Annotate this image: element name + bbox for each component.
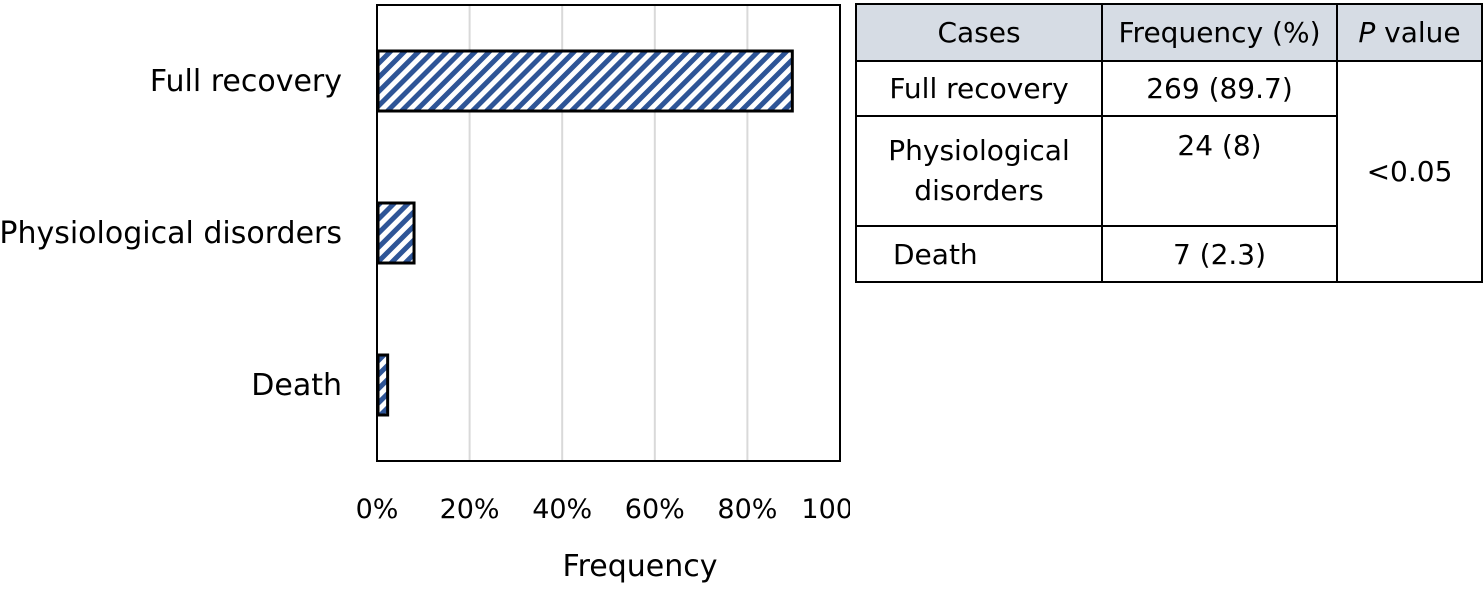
bar — [376, 353, 390, 417]
case-cell: Death — [855, 225, 1103, 283]
category-label: Full recovery — [150, 64, 342, 99]
bar — [376, 49, 794, 113]
table-row: Physiological disorders 24 (8) — [855, 115, 1482, 227]
x-tick-label: 60% — [625, 494, 685, 525]
frequency-cell: 269 (89.7) — [1101, 60, 1338, 117]
header-p-letter: P — [1358, 16, 1376, 49]
x-axis-title: Frequency — [563, 549, 718, 584]
bar — [376, 201, 416, 265]
header-p-value: P value — [1336, 3, 1483, 62]
table-row: Full recovery 269 (89.7) <0.05 — [855, 60, 1483, 283]
frequency-cell: 24 (8) — [1101, 115, 1338, 227]
table-header-row: Cases Frequency (%) P value — [855, 3, 1483, 62]
bars — [376, 49, 794, 417]
bar-chart: Full recovery Physiological disorders Deat… — [0, 4, 850, 584]
header-p-rest: value — [1375, 16, 1461, 49]
case-line-2: disorders — [914, 174, 1044, 207]
x-tick-labels: 0% 20% 40% 60% 80% 100% — [356, 494, 850, 525]
header-cases: Cases — [855, 3, 1103, 62]
x-tick-label: 80% — [717, 494, 777, 525]
p-value-cell: <0.05 — [1336, 60, 1483, 283]
x-tick-label: 100% — [801, 494, 850, 525]
x-tick-label: 20% — [440, 494, 500, 525]
table-row: Death 7 (2.3) — [855, 225, 1482, 283]
frequency-cell: 7 (2.3) — [1101, 225, 1338, 283]
x-tick-label: 0% — [356, 494, 399, 525]
case-line-1: Physiological — [888, 134, 1070, 167]
x-tick-label: 40% — [532, 494, 592, 525]
case-cell: Physiological disorders — [855, 115, 1103, 227]
header-frequency: Frequency (%) — [1101, 3, 1338, 62]
category-label: Physiological disorders — [0, 216, 342, 251]
results-table: Cases Frequency (%) P value Full recover… — [855, 3, 1483, 283]
category-labels: Full recovery Physiological disorders Deat… — [0, 64, 342, 403]
category-label: Death — [251, 368, 342, 403]
case-cell: Full recovery — [855, 60, 1103, 117]
